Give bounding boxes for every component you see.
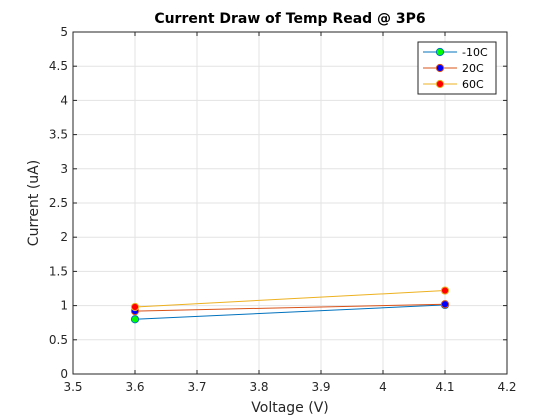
legend-label: 60C xyxy=(462,78,484,91)
data-point xyxy=(130,315,140,324)
y-tick-label: 2 xyxy=(60,230,68,244)
x-tick-label: 3.6 xyxy=(125,380,144,394)
series-group xyxy=(130,286,450,324)
legend-marker xyxy=(435,79,445,89)
y-tick-label: 1.5 xyxy=(49,264,68,278)
legend-label: -10C xyxy=(462,46,488,59)
x-tick-label: 3.7 xyxy=(187,380,206,394)
legend-marker xyxy=(435,47,445,57)
y-tick-label: 3.5 xyxy=(49,128,68,142)
y-axis-label: Current (uA) xyxy=(26,160,42,246)
data-point xyxy=(440,286,450,295)
data-point xyxy=(130,302,140,312)
y-tick-label: 4 xyxy=(60,93,68,107)
x-tick-label: 4.2 xyxy=(497,380,516,394)
x-tick-label: 3.8 xyxy=(249,380,268,394)
y-tick-label: 3 xyxy=(60,162,68,176)
legend: -10C 20C 60C xyxy=(417,41,497,95)
y-tick-label: 1 xyxy=(60,299,68,313)
x-axis-label: Voltage (V) xyxy=(251,400,328,416)
x-tick-label: 4 xyxy=(379,380,387,394)
y-tick-label: 0 xyxy=(60,367,68,381)
y-tick-label: 5 xyxy=(60,25,68,39)
chart-title: Current Draw of Temp Read @ 3P6 xyxy=(154,11,425,27)
axis-ticks: 3.5 3.6 3.7 3.8 3.9 4 4.1 4.2 0 0.5 1 1.5 2 2.5 3 3.5 4 4… xyxy=(49,25,517,394)
series-line xyxy=(134,303,446,312)
data-point xyxy=(440,300,450,309)
y-tick-label: 2.5 xyxy=(49,196,68,210)
x-tick-label: 4.1 xyxy=(435,380,454,394)
x-tick-label: 3.9 xyxy=(311,380,330,394)
series-line xyxy=(134,290,446,308)
y-tick-label: 0.5 xyxy=(49,333,68,347)
series-line xyxy=(134,304,446,320)
x-tick-label: 3.5 xyxy=(63,380,82,394)
legend-marker xyxy=(435,63,445,73)
legend-label: 20C xyxy=(462,62,484,75)
y-tick-label: 4.5 xyxy=(49,59,68,73)
